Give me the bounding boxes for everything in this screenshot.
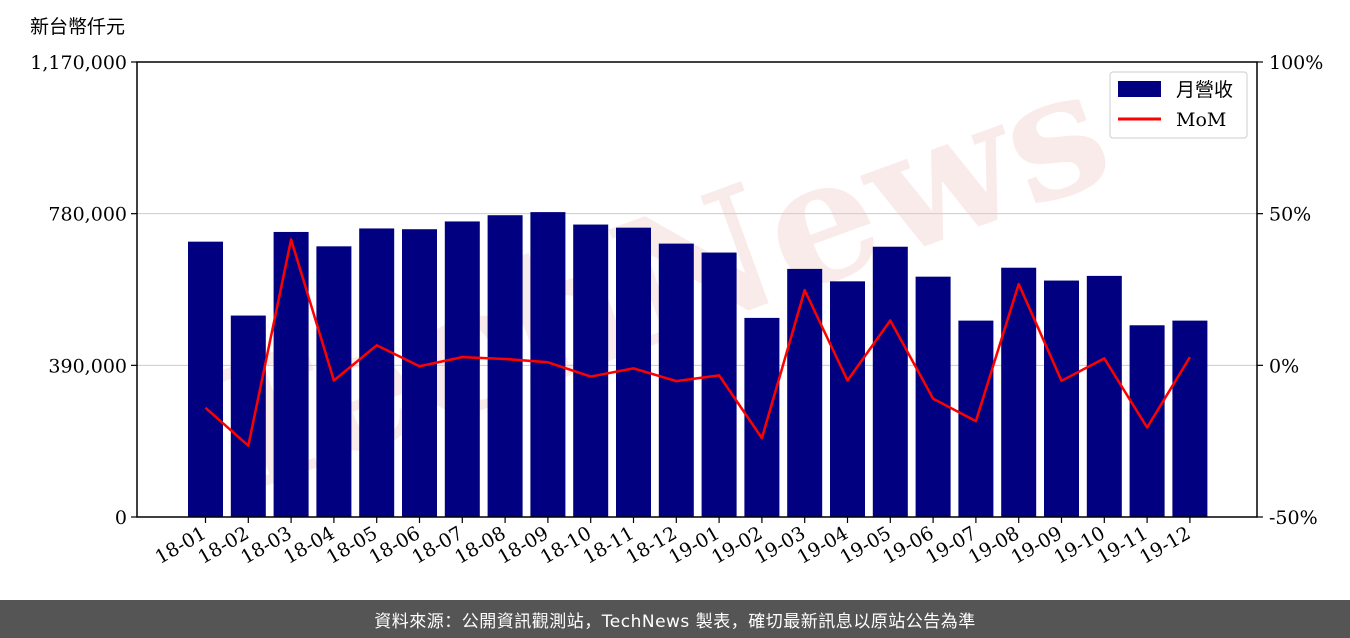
left-axis-tick-label: 780,000 [48,204,127,226]
y-unit-label: 新台幣仟元 [30,16,125,38]
revenue-bar [273,231,309,517]
mom-line [204,238,1191,447]
right-axis-tick-label: 50% [1269,204,1311,226]
revenue-bar [830,281,865,517]
right-axis-tick-label: 100% [1269,52,1323,74]
left-axis-tick-label: 1,170,000 [30,52,127,74]
revenue-bar [701,252,737,518]
left-axis-tick-label: 0 [115,507,127,529]
revenue-bar [444,221,480,517]
revenue-bar [188,241,223,517]
legend-swatch-revenue [1118,81,1161,97]
revenue-bar [230,315,266,517]
chart: TechNews 0 390,000 780,000 1,170,000 -50% 0% 50… [30,16,1323,569]
revenue-bar [402,229,437,517]
revenue-bar [1044,280,1079,517]
revenue-bar [359,228,395,517]
revenue-bar [787,268,823,517]
revenue-bar [487,215,523,517]
revenue-bar [1001,267,1037,517]
source-footer: 資料來源：公開資訊觀測站，TechNews 製表，確切最新訊息以原站公告為準 [0,600,1350,638]
left-axis-tick-label: 390,000 [48,355,127,377]
right-axis-tick-label: 0% [1269,355,1299,377]
revenue-bar [573,224,609,518]
plot-frame [136,61,1258,518]
source-footer-text: 資料來源：公開資訊觀測站，TechNews 製表，確切最新訊息以原站公告為準 [374,611,976,632]
revenue-bar [1129,325,1165,517]
legend-label-revenue: 月營收 [1176,79,1233,101]
x-axis-tick-label: 19-12 [1136,522,1194,568]
revenue-bar [744,317,780,517]
legend-label-mom: MoM [1176,109,1226,131]
right-axis-tick-label: -50% [1269,507,1318,529]
revenue-bar [1086,275,1122,517]
revenue-bar [530,212,566,517]
chart-svg: TechNews0390,000780,0001,170,000-50%0%50… [30,16,1323,569]
revenue-bar [872,246,908,517]
revenue-bar [1172,320,1208,517]
